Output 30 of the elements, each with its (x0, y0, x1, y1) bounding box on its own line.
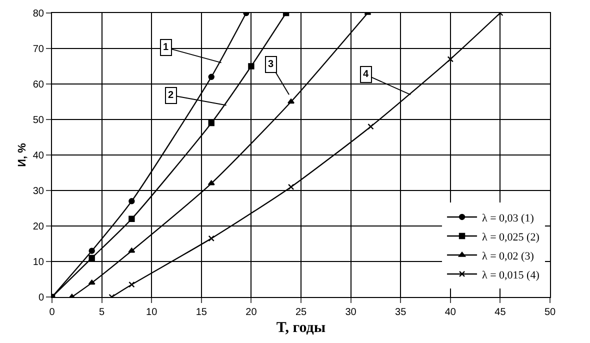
legend-label: λ = 0,015 (4) (482, 269, 540, 282)
annotation: 2 (168, 90, 174, 101)
annotation: 1 (163, 42, 169, 53)
y-tick-label: 60 (32, 80, 44, 90)
legend-label: λ = 0,025 (2) (482, 231, 540, 244)
x-tick-label: 10 (146, 307, 158, 318)
legend-label: λ = 0,03 (1) (482, 212, 534, 224)
y-tick-label: 20 (32, 222, 44, 232)
y-tick-label: 50 (32, 115, 44, 126)
x-tick-label: 15 (196, 307, 208, 318)
x-tick-label: 30 (345, 307, 357, 318)
y-axis-title: И, % (16, 142, 29, 167)
annotation: 4 (363, 69, 369, 80)
legend-label: λ = 0,02 (3) (482, 250, 534, 262)
x-tick-label: 5 (99, 307, 106, 318)
x-tick-label: 45 (494, 307, 506, 318)
x-axis-title: T, годы (276, 320, 326, 336)
x-tick-label: 20 (246, 307, 258, 318)
y-tick-label: 10 (32, 257, 44, 268)
x-tick-label: 0 (49, 307, 56, 318)
y-tick-label: 70 (32, 44, 44, 55)
y-tick-label: 0 (38, 292, 44, 304)
x-tick-label: 25 (295, 307, 307, 318)
y-tick-label: 30 (32, 186, 44, 197)
y-tick-label: 40 (32, 150, 44, 162)
x-tick-label: 35 (395, 307, 407, 318)
annotation: 3 (268, 59, 274, 70)
x-tick-label: 50 (544, 307, 556, 318)
x-tick-label: 40 (444, 307, 456, 318)
y-tick-label: 80 (32, 8, 44, 20)
